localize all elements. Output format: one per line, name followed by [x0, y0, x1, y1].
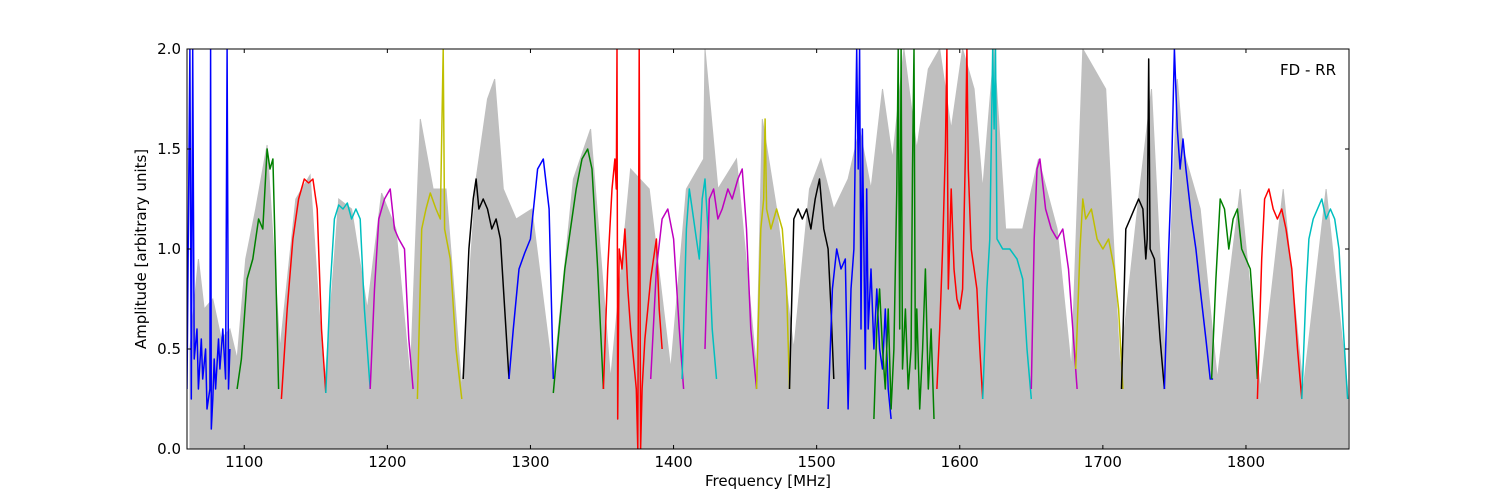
- series-line-25: [1256, 188, 1303, 400]
- annotation-label: FD - RR: [1280, 61, 1336, 79]
- x-tick-label-1300: 1300: [511, 453, 549, 471]
- y-tick-label-1.5: 1.5: [157, 140, 181, 158]
- series-line-23: [1163, 49, 1214, 390]
- series-line-7: [462, 178, 510, 380]
- x-tick-label-1600: 1600: [941, 453, 979, 471]
- y-tick-label-0.5: 0.5: [157, 340, 181, 358]
- series-line-24: [1210, 198, 1259, 380]
- x-tick-label-1700: 1700: [1084, 453, 1122, 471]
- series-line-10: [602, 49, 663, 449]
- series-line-19: [981, 49, 1033, 400]
- series-line-1: [187, 49, 231, 430]
- series-line-26: [1301, 198, 1349, 400]
- series-line-4: [325, 202, 371, 394]
- y-tick-label-2.0: 2.0: [157, 40, 181, 58]
- series-line-22: [1120, 58, 1166, 390]
- series-line-17: [873, 49, 935, 420]
- series-line-11: [649, 208, 685, 390]
- background-area: [189, 49, 1349, 449]
- series-line-16: [827, 49, 892, 420]
- series-group: [187, 49, 1349, 449]
- x-tick-label-1400: 1400: [654, 453, 692, 471]
- series-line-20: [1030, 158, 1078, 390]
- axis-ticks: 1100 1200 1300 1400 1500 1600 1700 1800 0.0 0.5 1.…: [157, 40, 1349, 471]
- series-line-21: [1074, 198, 1124, 390]
- series-line-13: [704, 168, 758, 390]
- x-axis-label: Frequency [MHz]: [705, 472, 831, 490]
- series-line-12: [681, 178, 718, 380]
- series-line-5: [369, 188, 414, 390]
- series-line-18: [936, 49, 984, 400]
- x-tick-label-1800: 1800: [1227, 453, 1265, 471]
- series-line-9: [552, 148, 605, 394]
- series-line-3: [280, 178, 327, 400]
- x-tick-label-1200: 1200: [368, 453, 406, 471]
- y-tick-label-1.0: 1.0: [157, 240, 181, 258]
- series-line-6: [416, 49, 463, 400]
- series-line-14: [755, 118, 791, 390]
- y-tick-label-0.0: 0.0: [157, 440, 181, 458]
- gray-background-spectrum: [189, 49, 1349, 449]
- y-axis-label: Amplitude [arbitrary units]: [132, 149, 150, 349]
- x-tick-label-1500: 1500: [798, 453, 836, 471]
- series-line-2: [236, 148, 280, 390]
- series-line-8: [508, 158, 555, 380]
- series-line-15: [788, 178, 835, 390]
- x-tick-label-1100: 1100: [225, 453, 263, 471]
